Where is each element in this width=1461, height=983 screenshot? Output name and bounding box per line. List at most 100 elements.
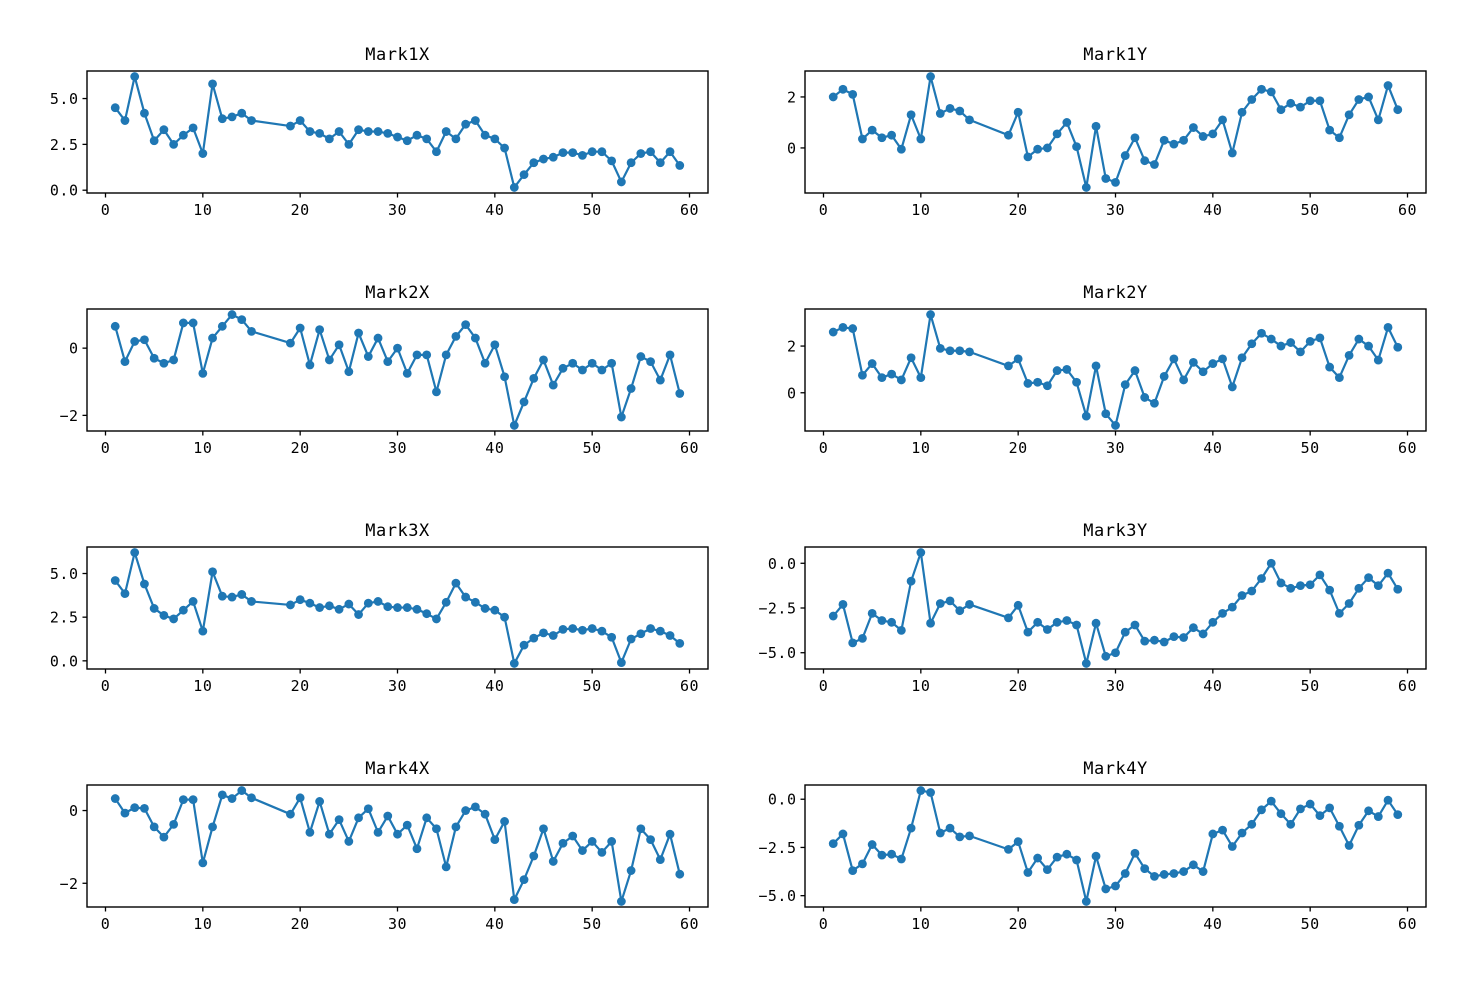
y-tick-label: −5.0 [758,644,796,662]
data-point-marker [558,625,568,634]
y-tick-label: 2.5 [50,609,79,627]
data-point-marker [636,149,646,158]
data-point-marker [1101,174,1111,183]
data-point-marker [1208,829,1218,839]
data-point-marker [935,344,945,353]
y-tick-label: 0.0 [768,555,797,573]
data-point-marker [1169,869,1179,878]
data-point-marker [110,576,120,585]
data-point-marker [159,358,169,368]
data-series [828,310,1403,430]
data-point-marker [1062,365,1072,374]
series-line [114,75,681,189]
data-point-marker [295,116,305,125]
data-point-marker [955,832,965,842]
data-point-marker [1033,617,1043,627]
data-point-marker [178,130,188,140]
data-point-marker [568,358,578,368]
x-tick-label: 30 [1106,915,1125,933]
data-point-marker [1344,351,1354,360]
data-point-marker [1383,568,1393,578]
data-point-marker [1296,581,1305,591]
x-tick-label: 40 [485,439,504,457]
data-point-marker [1208,617,1218,627]
x-tick-label: 50 [583,439,602,457]
subplot-mark4y: Mark4Y 0 10 20 30 40 50 60 −5.0 −2.5 0.0 [758,759,1427,933]
data-point-marker [935,828,945,838]
data-point-marker [373,827,383,837]
data-series [110,72,685,192]
data-point-marker [1140,864,1150,874]
data-point-marker [838,322,848,332]
data-point-marker [896,144,906,154]
data-point-marker [451,331,461,341]
data-point-marker [324,134,334,144]
x-tick-label: 60 [680,677,699,695]
y-tick-label: 0 [787,384,797,402]
data-point-marker [1296,804,1305,814]
data-point-marker [1354,820,1364,830]
data-point-marker [1072,142,1081,152]
data-point-marker [568,148,578,158]
data-point-marker [1276,809,1286,819]
data-point-marker [858,859,867,869]
data-point-marker [597,365,607,375]
data-point-marker [965,115,974,125]
data-point-marker [188,318,198,328]
data-point-marker [393,603,402,612]
data-point-marker [354,813,363,823]
data-series [828,548,1403,668]
data-point-marker [1354,95,1364,104]
data-point-marker [665,829,675,839]
data-point-marker [578,846,587,855]
data-point-marker [441,597,451,607]
subplot-mark1y: Mark1Y 0 10 20 30 40 50 60 0 2 [787,45,1427,219]
data-point-marker [149,136,159,146]
data-point-marker [1042,865,1052,875]
data-point-marker [965,347,974,357]
data-point-marker [587,837,597,846]
data-point-marker [451,578,461,588]
data-point-marker [607,837,617,846]
data-point-marker [402,820,412,830]
data-point-marker [665,350,675,360]
data-point-marker [1276,105,1286,115]
data-point-marker [461,592,471,602]
data-point-marker [1266,87,1276,97]
data-point-marker [315,128,325,138]
data-point-marker [1218,825,1227,835]
data-point-marker [607,632,617,642]
x-tick-label: 40 [485,915,504,933]
data-point-marker [509,421,519,430]
data-point-marker [675,638,685,648]
x-tick-label: 60 [1398,677,1417,695]
data-point-marker [848,638,858,648]
data-point-marker [675,161,685,170]
data-point-marker [490,605,500,615]
data-point-marker [344,837,354,846]
series-line [114,789,681,903]
y-tick-label: −2 [59,407,78,425]
x-tick-label: 10 [193,439,212,457]
data-point-marker [1130,133,1140,143]
data-point-marker [363,352,373,361]
data-point-marker [539,824,548,834]
data-point-marker [597,847,607,857]
x-tick-label: 20 [291,439,310,457]
data-point-marker [1334,133,1344,143]
data-point-marker [887,849,897,859]
data-point-marker [1237,107,1247,117]
subplot-mark4x: Mark4X 0 10 20 30 40 50 60 −2 0 [59,759,709,933]
y-tick-label: 0 [69,802,79,820]
x-tick-label: 50 [1301,915,1320,933]
data-point-marker [1179,375,1189,385]
data-point-marker [1305,580,1315,590]
data-point-marker [1198,367,1208,377]
data-point-marker [383,128,393,138]
data-point-marker [1315,333,1325,343]
x-tick-label: 40 [1203,915,1222,933]
data-point-marker [120,357,130,366]
data-point-marker [646,357,655,366]
data-point-marker [965,831,974,841]
data-point-marker [867,840,877,849]
